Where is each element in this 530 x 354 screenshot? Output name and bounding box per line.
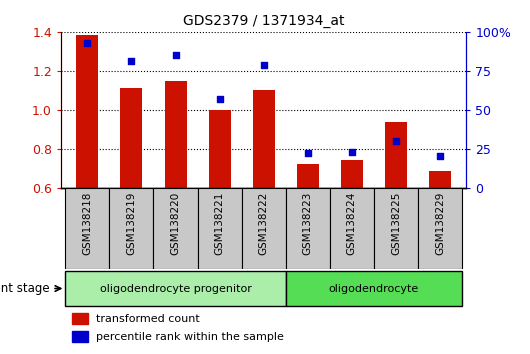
- Bar: [72, 331, 88, 343]
- Text: GSM138225: GSM138225: [391, 192, 401, 255]
- Bar: [253, 90, 275, 188]
- Bar: [429, 171, 451, 188]
- Text: percentile rank within the sample: percentile rank within the sample: [96, 332, 284, 342]
- Text: oligodendrocyte progenitor: oligodendrocyte progenitor: [100, 284, 251, 293]
- Text: GSM138222: GSM138222: [259, 192, 269, 255]
- FancyBboxPatch shape: [374, 188, 418, 269]
- Point: [171, 52, 180, 58]
- Bar: [164, 81, 187, 188]
- FancyBboxPatch shape: [198, 188, 242, 269]
- Text: GSM138224: GSM138224: [347, 192, 357, 255]
- Point: [304, 150, 312, 156]
- FancyBboxPatch shape: [286, 271, 462, 306]
- Bar: [385, 122, 407, 188]
- Text: GSM138223: GSM138223: [303, 192, 313, 255]
- Bar: [76, 35, 99, 188]
- FancyBboxPatch shape: [65, 188, 109, 269]
- Bar: [120, 88, 143, 188]
- Text: oligodendrocyte: oligodendrocyte: [329, 284, 419, 293]
- Bar: [297, 164, 319, 188]
- Text: GSM138220: GSM138220: [171, 192, 181, 255]
- Point: [127, 59, 136, 64]
- Point: [348, 149, 356, 155]
- Point: [260, 62, 268, 67]
- Bar: [209, 110, 231, 188]
- Title: GDS2379 / 1371934_at: GDS2379 / 1371934_at: [183, 14, 344, 28]
- Text: GSM138219: GSM138219: [127, 192, 136, 255]
- FancyBboxPatch shape: [418, 188, 462, 269]
- Point: [392, 138, 400, 144]
- Text: transformed count: transformed count: [96, 314, 200, 324]
- Bar: [72, 313, 88, 324]
- Point: [215, 96, 224, 102]
- FancyBboxPatch shape: [65, 271, 286, 306]
- FancyBboxPatch shape: [109, 188, 154, 269]
- FancyBboxPatch shape: [154, 188, 198, 269]
- FancyBboxPatch shape: [242, 188, 286, 269]
- Text: GSM138218: GSM138218: [82, 192, 92, 255]
- FancyBboxPatch shape: [330, 188, 374, 269]
- Text: GSM138221: GSM138221: [215, 192, 225, 255]
- Bar: [341, 160, 363, 188]
- FancyBboxPatch shape: [286, 188, 330, 269]
- Point: [436, 154, 444, 159]
- Point: [83, 40, 92, 46]
- Text: GSM138229: GSM138229: [435, 192, 445, 255]
- Text: development stage: development stage: [0, 282, 50, 295]
